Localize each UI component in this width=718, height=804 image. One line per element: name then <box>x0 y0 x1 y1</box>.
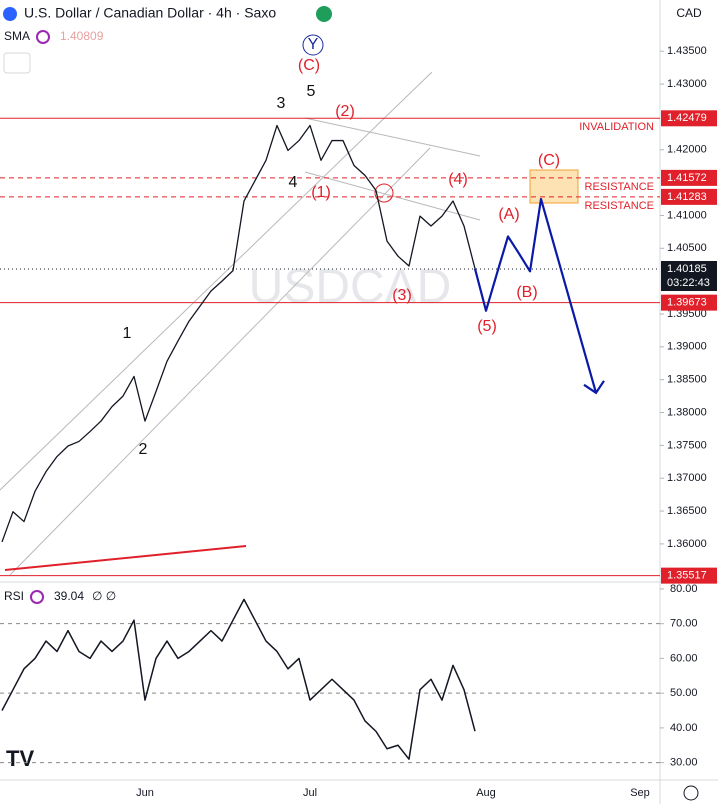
y-tick-label: 1.43500 <box>667 45 707 57</box>
wave-label: (2) <box>335 103 355 120</box>
wave-label: (4) <box>448 171 468 188</box>
status-icon[interactable] <box>316 6 332 22</box>
collapse-button[interactable] <box>3 52 31 74</box>
y-tick-label: 1.40500 <box>667 242 707 254</box>
projection-line <box>473 197 598 394</box>
channel-line <box>304 117 481 157</box>
logo: TV <box>6 746 34 771</box>
y-tick-label: 1.39000 <box>667 341 707 353</box>
price-tag-label: 1.41572 <box>667 172 707 184</box>
y-tick-label: 1.38000 <box>667 406 707 418</box>
price-tag <box>661 188 717 205</box>
wave-label: Y <box>308 36 319 53</box>
wave-label: 3 <box>277 95 286 112</box>
wave-label: 4 <box>289 174 298 191</box>
wave-label: 2 <box>139 441 148 458</box>
x-tick-label: Jun <box>136 787 154 799</box>
channel-line <box>9 147 431 576</box>
x-tick-label: Jul <box>303 787 317 799</box>
y-tick-label: 50.00 <box>670 687 698 699</box>
y-tick-label: 1.36000 <box>667 538 707 550</box>
wave-label: (B) <box>516 284 537 301</box>
y-tick-label: 1.36500 <box>667 505 707 517</box>
wave-label: (1) <box>311 184 331 201</box>
price-line <box>1 124 476 543</box>
indicator-name: SMA <box>4 29 30 43</box>
wave-label: (A) <box>498 206 519 223</box>
circle-marker <box>374 183 394 203</box>
x-tick-label: Aug <box>476 787 496 799</box>
level-note: RESISTANCE <box>585 200 654 212</box>
chart-title: U.S. Dollar / Canadian Dollar · 4h · Sax… <box>24 5 276 21</box>
price-tag <box>661 294 717 311</box>
y-tick-label: 70.00 <box>670 618 698 630</box>
price-tag <box>661 110 717 127</box>
resistance-zone <box>529 169 579 204</box>
price-tag-label: 1.42479 <box>667 112 707 124</box>
y-tick-label: 30.00 <box>670 757 698 769</box>
indicator-icon[interactable] <box>30 590 44 604</box>
wave-label: 1 <box>123 325 132 342</box>
x-tick-label: Sep <box>630 787 650 799</box>
y-tick-label: 1.39500 <box>667 308 707 320</box>
wave-label: (C) <box>298 57 320 74</box>
wave-label: (5) <box>477 318 497 335</box>
wave-label: (C) <box>538 152 560 169</box>
projection-arrow <box>583 380 605 395</box>
channel-line <box>0 71 433 491</box>
level-note: RESISTANCE <box>585 181 654 193</box>
circle-marker <box>302 34 324 56</box>
y-tick-label: 40.00 <box>670 722 698 734</box>
wave-label: 5 <box>307 83 316 100</box>
price-tag <box>661 567 717 584</box>
price-tag <box>661 260 717 291</box>
trendline <box>4 545 247 571</box>
level-note: INVALIDATION <box>579 121 654 133</box>
rsi-value: 39.04 <box>54 589 84 603</box>
indicator-value: 1.40809 <box>60 29 104 43</box>
y-tick-label: 1.37500 <box>667 439 707 451</box>
rsi-title: RSI <box>4 589 24 603</box>
price-tag <box>661 169 717 186</box>
countdown: 03:22:43 <box>667 277 710 289</box>
symbol-icon <box>3 7 17 21</box>
y-tick-label: 1.38500 <box>667 374 707 386</box>
watermark: USDCAD <box>249 261 452 314</box>
price-tag-label: 1.35517 <box>667 570 707 582</box>
price-tag-label: 1.39673 <box>667 297 707 309</box>
rsi-extra: ∅ ∅ <box>92 589 116 603</box>
settings-button[interactable] <box>683 785 699 801</box>
y-tick-label: 1.42000 <box>667 144 707 156</box>
y-tick-label: 1.41000 <box>667 209 707 221</box>
y-tick-label: 1.37000 <box>667 472 707 484</box>
wave-label: (3) <box>392 287 412 304</box>
y-tick-label: 60.00 <box>670 652 698 664</box>
y-tick-label: 1.43000 <box>667 78 707 90</box>
price-tag-label: 1.41283 <box>667 191 707 203</box>
y-tick-label: 80.00 <box>670 583 698 595</box>
price-tag-label: 1.40185 <box>667 263 707 275</box>
currency[interactable]: CAD <box>676 6 702 20</box>
price-line <box>1 598 476 760</box>
indicator-icon[interactable] <box>36 30 50 44</box>
